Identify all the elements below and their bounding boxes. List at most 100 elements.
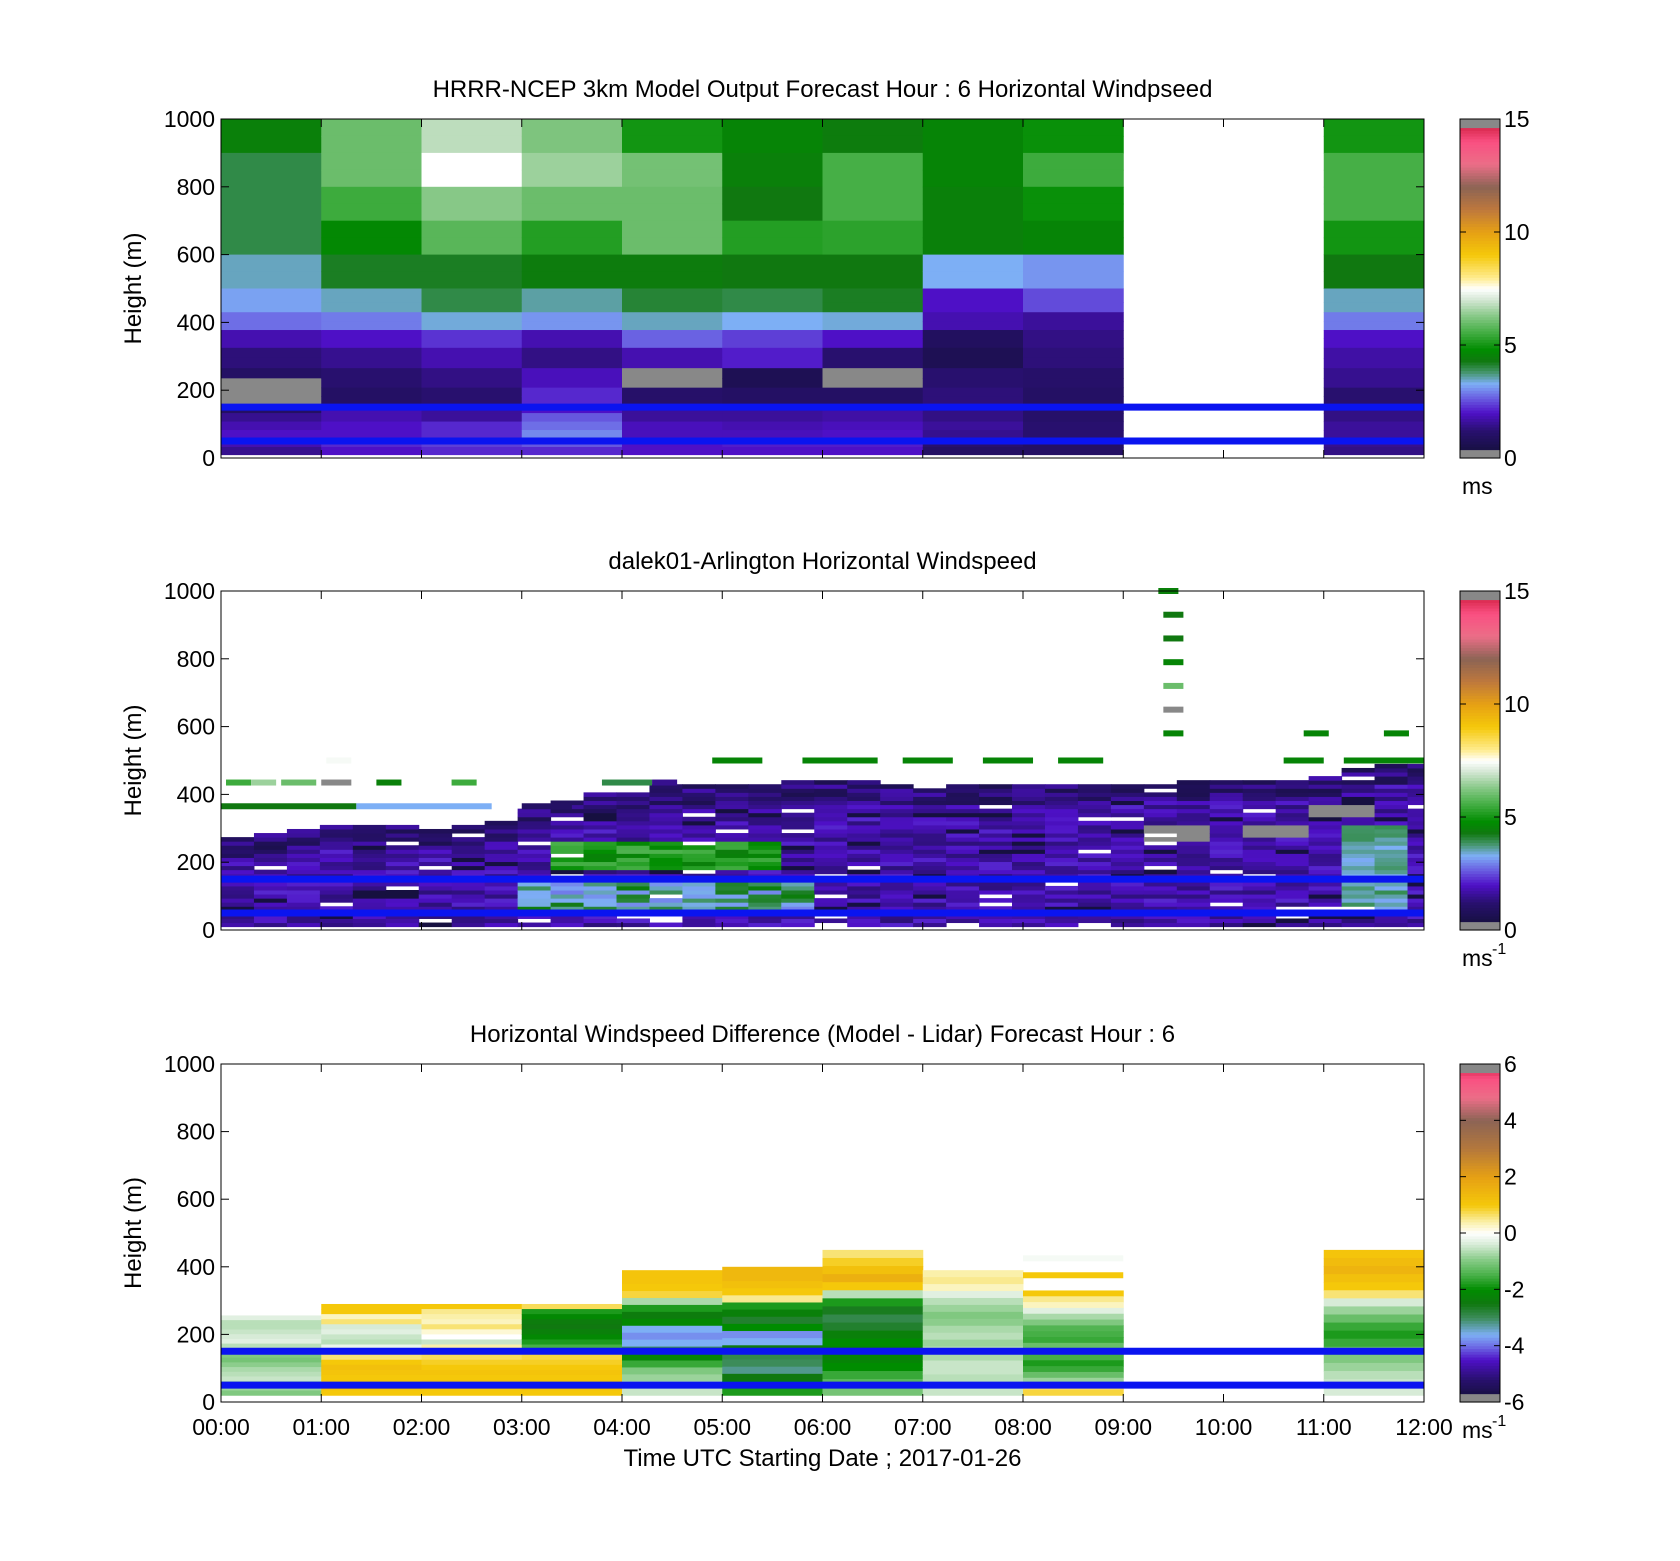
lidar-cell xyxy=(880,845,914,850)
lidar-cell xyxy=(979,898,1013,903)
lidar-cell xyxy=(1110,849,1145,854)
colorbar-swatch xyxy=(1460,667,1500,671)
lidar-cell xyxy=(1044,796,1079,802)
model-cell xyxy=(622,387,723,397)
lidar-cell xyxy=(484,820,519,826)
colorbar-swatch xyxy=(1460,884,1500,889)
lidar-cell xyxy=(880,824,914,830)
colorbar-swatch xyxy=(1460,845,1500,849)
lidar-cell xyxy=(979,889,1013,895)
colorbar-swatch xyxy=(1460,155,1500,160)
lidar-cell xyxy=(1308,885,1343,891)
difference-cell xyxy=(722,1295,823,1303)
lidar-cell xyxy=(517,824,552,830)
difference-cell xyxy=(421,1329,523,1335)
chart-title: dalek01-Arlington Horizontal Windspeed xyxy=(608,548,1036,575)
lidar-cell xyxy=(1341,796,1376,802)
lidar-cell xyxy=(517,889,552,895)
lidar-cell xyxy=(286,828,321,834)
lidar-dash xyxy=(221,803,357,810)
colorbar-swatch xyxy=(1460,1182,1500,1186)
colorbar-swatch xyxy=(1460,350,1500,355)
lidar-cell xyxy=(253,885,288,891)
colorbar-swatch xyxy=(1460,209,1500,213)
lidar-cell xyxy=(1077,812,1112,818)
colorbar-swatch xyxy=(1460,367,1500,372)
lidar-cell xyxy=(1341,828,1376,834)
lidar-cell xyxy=(913,885,947,891)
lidar-cell xyxy=(221,922,255,928)
colorbar-swatch xyxy=(1460,356,1500,360)
colorbar-frame xyxy=(1459,118,1501,459)
lidar-cell xyxy=(913,914,947,919)
lidar-cell xyxy=(1077,885,1112,891)
model-cell xyxy=(722,387,823,397)
lidar-cell xyxy=(1308,918,1343,924)
lidar-cell xyxy=(1308,824,1343,830)
colorbar-swatch xyxy=(1460,1354,1500,1358)
difference-cell xyxy=(1323,1274,1425,1283)
lidar-cell xyxy=(1110,796,1145,802)
model-cell xyxy=(1023,357,1124,369)
lidar-cell xyxy=(715,804,749,810)
lidar-cell xyxy=(1176,914,1211,919)
colorbar-swatch xyxy=(1460,1204,1500,1209)
difference-cell xyxy=(221,1338,322,1345)
model-cell xyxy=(1323,169,1425,188)
lidar-cell xyxy=(913,865,947,871)
colorbar-swatch xyxy=(1460,602,1500,606)
lidar-cell xyxy=(451,898,486,903)
lidar-cell xyxy=(913,889,947,895)
colorbar-swatch xyxy=(1460,658,1500,663)
colorbar-swatch xyxy=(1460,1278,1500,1282)
colorbar-swatch xyxy=(1460,726,1500,731)
colorbar-swatch xyxy=(1460,152,1500,157)
colorbar-swatch xyxy=(1460,1125,1500,1130)
lidar-cell xyxy=(880,898,914,903)
lidar-cell xyxy=(1374,804,1409,810)
lidar-cell xyxy=(286,845,321,850)
lidar-cell xyxy=(616,833,650,838)
lidar-cell xyxy=(1275,885,1310,891)
lidar-cell xyxy=(484,853,519,858)
model-cell xyxy=(1323,186,1425,205)
lidar-cell xyxy=(286,853,321,858)
colorbar-swatch xyxy=(1460,1235,1500,1240)
lidar-cell xyxy=(583,861,618,867)
lidar-cell xyxy=(1077,841,1112,846)
colorbar-swatch xyxy=(1460,302,1500,307)
lidar-cell xyxy=(418,906,453,911)
difference-cell xyxy=(822,1322,924,1332)
lidar-cell xyxy=(649,833,683,838)
lidar-cell xyxy=(1374,906,1409,911)
model-cell xyxy=(421,396,523,406)
lidar-cell xyxy=(1407,824,1425,830)
lidar-cell xyxy=(913,796,947,802)
lidar-cell xyxy=(221,841,255,846)
colorbar-swatch xyxy=(1460,1300,1500,1305)
lidar-cell xyxy=(484,881,519,887)
colorbar-swatch xyxy=(1460,1086,1500,1090)
lidar-cell xyxy=(1341,804,1376,810)
colorbar-swatch xyxy=(1460,1356,1500,1361)
colorbar-swatch xyxy=(1460,282,1500,287)
model-cell xyxy=(521,169,623,188)
lidar-cell xyxy=(1176,906,1211,911)
difference-cell xyxy=(1023,1354,1124,1361)
colorbar-swatch xyxy=(1460,169,1500,174)
lidar-cell xyxy=(484,841,519,846)
model-cell xyxy=(1023,387,1124,397)
colorbar-swatch xyxy=(1460,1142,1500,1147)
lidar-cell xyxy=(451,889,486,895)
lidar-cell xyxy=(484,833,519,838)
lidar-cell xyxy=(682,784,716,789)
lidar-cell xyxy=(1374,824,1409,830)
lidar-cell xyxy=(748,820,782,826)
model-cell xyxy=(622,396,723,406)
colorbar-swatch xyxy=(1460,1154,1500,1158)
lidar-cell xyxy=(649,865,683,871)
lidar-cell xyxy=(616,796,650,802)
lidar-dash xyxy=(1283,757,1324,764)
lidar-cell xyxy=(649,881,683,887)
colorbar-swatch xyxy=(1460,918,1500,923)
